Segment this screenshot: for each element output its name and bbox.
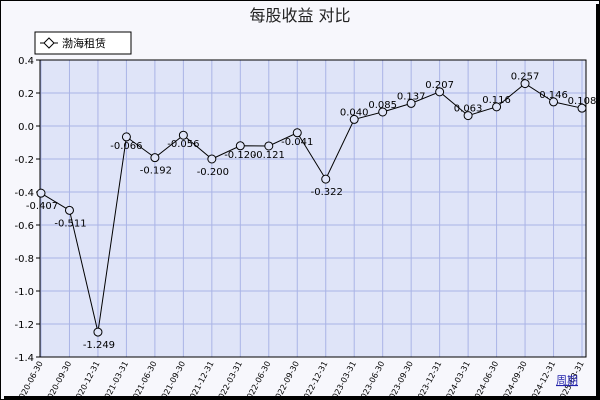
data-label: 0.116 bbox=[482, 95, 511, 106]
x-tick-label: 2021-06-30 bbox=[129, 360, 159, 400]
data-point-marker bbox=[349, 114, 359, 124]
y-tick-label: -1.4 bbox=[14, 353, 34, 364]
data-label: -0.056 bbox=[167, 139, 199, 150]
data-point-marker bbox=[292, 128, 302, 138]
series-polyline bbox=[40, 82, 583, 333]
data-label: -0.041 bbox=[281, 137, 313, 148]
x-tick-label: 2024-03-31 bbox=[442, 360, 472, 400]
x-tick-label: 2023-12-31 bbox=[414, 360, 444, 400]
data-point-marker bbox=[121, 132, 131, 142]
x-tick-label: 2024-12-31 bbox=[528, 360, 558, 400]
x-tick-label: 2023-06-30 bbox=[357, 360, 387, 400]
x-tick-label: 2020-06-30 bbox=[15, 360, 45, 400]
data-label: 0.063 bbox=[454, 104, 483, 115]
x-tick-label: 2024-09-30 bbox=[499, 360, 529, 400]
y-tick-label: 0.0 bbox=[18, 122, 34, 133]
y-tick-label: -0.8 bbox=[14, 254, 34, 265]
x-tick-label: 2024-06-30 bbox=[471, 360, 501, 400]
data-point-marker bbox=[463, 111, 473, 121]
data-point-marker bbox=[36, 188, 46, 198]
data-point-marker bbox=[150, 153, 160, 163]
data-point-marker bbox=[64, 205, 74, 215]
data-point-marker bbox=[264, 141, 274, 151]
frame-shadow-bottom bbox=[4, 396, 600, 400]
data-label: 0.085 bbox=[368, 100, 397, 111]
x-tick-label: 2021-12-31 bbox=[186, 360, 216, 400]
data-point-marker bbox=[378, 107, 388, 117]
y-tick-label: -1.2 bbox=[14, 320, 34, 331]
data-label: 0.257 bbox=[511, 72, 540, 83]
x-tick-label: 2020-09-30 bbox=[43, 360, 73, 400]
y-tick-label: -0.6 bbox=[14, 221, 34, 232]
data-point-marker bbox=[235, 141, 245, 151]
legend-diamond-icon bbox=[43, 37, 55, 49]
data-label: -0.066 bbox=[110, 141, 142, 152]
data-point-marker bbox=[93, 327, 103, 337]
x-axis-ticks: 2020-06-302020-09-302020-12-312021-03-31… bbox=[15, 360, 586, 400]
data-label: -1.249 bbox=[83, 340, 115, 351]
data-label: 0.146 bbox=[539, 90, 568, 101]
data-point-marker bbox=[492, 102, 502, 112]
x-tick-label: 2023-09-30 bbox=[385, 360, 415, 400]
data-label: -0.322 bbox=[311, 187, 343, 198]
y-tick-label: -0.4 bbox=[14, 188, 34, 199]
data-point-marker bbox=[207, 154, 217, 164]
x-tick-label: 2022-03-31 bbox=[214, 360, 244, 400]
data-label: -0.192 bbox=[140, 166, 172, 177]
data-label: 0.108 bbox=[568, 96, 597, 107]
data-label: 0.137 bbox=[397, 91, 426, 102]
x-tick-label: 2022-12-31 bbox=[300, 360, 330, 400]
x-tick-label: 2021-03-31 bbox=[100, 360, 130, 400]
x-tick-label: 2022-09-30 bbox=[271, 360, 301, 400]
data-point-marker bbox=[577, 103, 587, 113]
data-label: -0.407 bbox=[26, 201, 58, 212]
y-axis-ticks: 0.4 0.2 0.0 -0.2 -0.4 -0.6 -0.8 -1.0 -1.2 -1.4 bbox=[14, 56, 40, 364]
data-label: -0.121 bbox=[253, 150, 285, 161]
data-label: 0.207 bbox=[425, 80, 454, 91]
plot-border bbox=[39, 59, 587, 358]
data-labels: -0.407 -0.511 -1.249 -0.066 -0.192 -0.056 -0.2… bbox=[26, 72, 596, 351]
y-tick-label: -1.0 bbox=[14, 287, 34, 298]
legend-box bbox=[34, 31, 132, 55]
period-link[interactable]: 周期 bbox=[556, 374, 578, 387]
x-tick-label: 2021-09-30 bbox=[157, 360, 187, 400]
data-point-marker bbox=[435, 87, 445, 97]
data-point-marker bbox=[178, 130, 188, 140]
legend: 渤海租赁 bbox=[34, 31, 132, 55]
x-tick-label: 2020-12-31 bbox=[72, 360, 102, 400]
data-label: -0.200 bbox=[197, 167, 229, 178]
y-tick-label: 0.4 bbox=[18, 56, 34, 67]
x-tick-label: 2023-03-31 bbox=[328, 360, 358, 400]
x-tick-label: 2022-06-30 bbox=[243, 360, 273, 400]
data-point-marker bbox=[321, 174, 331, 184]
data-point-marker bbox=[406, 98, 416, 108]
grid-lines bbox=[39, 59, 587, 358]
data-point-marker bbox=[549, 97, 559, 107]
y-tick-label: -0.2 bbox=[14, 155, 34, 166]
data-label: -0.511 bbox=[54, 218, 86, 229]
data-label: 0.040 bbox=[340, 107, 369, 118]
frame-shadow-right bbox=[596, 4, 600, 400]
series-line bbox=[36, 79, 587, 337]
y-tick-label: 0.2 bbox=[18, 89, 34, 100]
data-point-marker bbox=[520, 79, 530, 89]
legend-series-name: 渤海租赁 bbox=[62, 36, 106, 50]
data-label: -0.120 bbox=[224, 150, 256, 161]
chart-title: 每股收益 对比 bbox=[249, 6, 350, 25]
